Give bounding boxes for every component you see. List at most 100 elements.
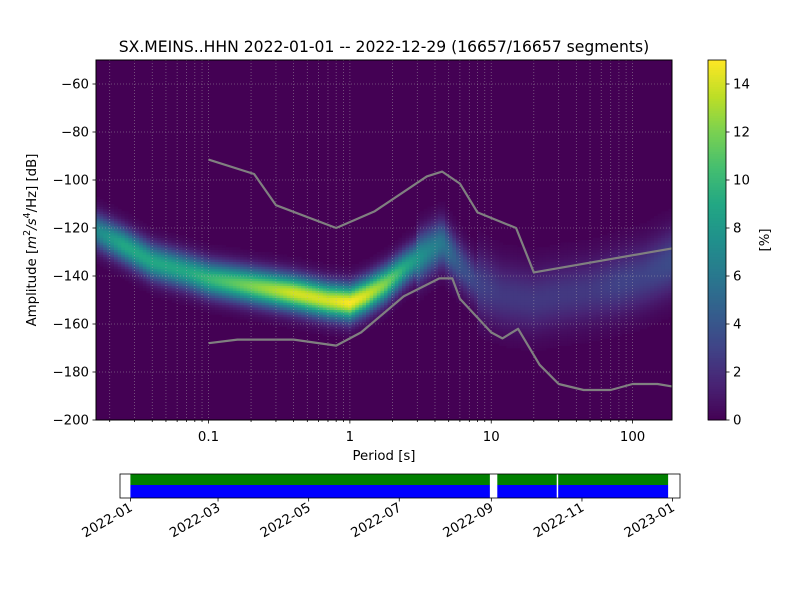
heatmap-cell xyxy=(171,249,176,253)
heatmap-cell xyxy=(488,273,493,277)
heatmap-cell xyxy=(261,285,266,289)
heatmap-cell xyxy=(596,278,601,282)
heatmap-cell xyxy=(250,283,255,286)
heatmap-cell xyxy=(340,333,345,337)
heatmap-cell xyxy=(546,278,550,282)
heatmap-cell xyxy=(510,319,514,322)
heatmap-cell xyxy=(448,218,453,222)
heatmap-cell xyxy=(142,235,147,238)
heatmap-cell xyxy=(358,273,363,277)
heatmap-cell xyxy=(582,244,586,248)
heatmap-cell xyxy=(330,304,334,308)
heatmap-cell xyxy=(358,304,363,308)
heatmap-cell xyxy=(510,333,514,337)
heatmap-cell xyxy=(524,283,529,286)
heatmap-cell xyxy=(200,249,205,253)
heatmap-cell xyxy=(574,244,579,248)
heatmap-cell xyxy=(625,297,630,301)
heatmap-cell xyxy=(117,259,122,262)
heatmap-cell xyxy=(549,266,554,270)
heatmap-cell xyxy=(373,288,378,291)
heatmap-cell xyxy=(240,252,244,255)
heatmap-cell xyxy=(218,261,223,265)
heatmap-cell xyxy=(344,321,349,325)
heatmap-cell xyxy=(466,247,471,250)
heatmap-cell xyxy=(283,271,288,274)
heatmap-cell xyxy=(625,285,630,289)
heatmap-cell xyxy=(196,271,201,274)
heatmap-cell xyxy=(416,228,421,231)
heatmap-cell xyxy=(326,288,331,291)
heatmap-cell xyxy=(103,220,108,224)
heatmap-cell xyxy=(344,273,349,277)
heatmap-cell xyxy=(312,268,316,272)
heatmap-cell xyxy=(326,321,331,325)
heatmap-cell xyxy=(391,244,396,248)
heatmap-cell xyxy=(243,278,248,282)
heatmap-cell xyxy=(128,244,133,248)
heatmap-cell xyxy=(506,345,511,349)
heatmap-cell xyxy=(358,319,363,322)
heatmap-cell xyxy=(261,312,266,315)
heatmap-cell xyxy=(103,249,108,253)
heatmap-cell xyxy=(211,259,216,262)
heatmap-cell xyxy=(564,333,568,337)
heatmap-cell xyxy=(517,340,522,344)
heatmap-cell xyxy=(513,261,518,265)
heatmap-cell xyxy=(510,268,514,272)
heatmap-cell xyxy=(564,254,568,258)
heatmap-cell xyxy=(420,266,424,270)
heatmap-cell xyxy=(423,223,428,226)
heatmap-cell xyxy=(488,276,493,279)
heatmap-cell xyxy=(272,292,277,296)
heatmap-cell xyxy=(466,304,471,308)
heatmap-cell xyxy=(286,288,291,291)
heatmap-cell xyxy=(283,264,288,267)
heatmap-cell xyxy=(308,312,313,315)
heatmap-cell xyxy=(402,283,406,286)
heatmap-cell xyxy=(272,261,277,265)
heatmap-cell xyxy=(589,290,594,294)
heatmap-cell xyxy=(387,276,392,279)
heatmap-cell xyxy=(589,273,594,277)
heatmap-cell xyxy=(474,280,478,284)
heatmap-cell xyxy=(603,283,608,286)
heatmap-cell xyxy=(117,264,122,267)
heatmap-cell xyxy=(488,244,493,248)
heatmap-cell xyxy=(376,283,381,286)
heatmap-cell xyxy=(477,324,482,327)
heatmap-cell xyxy=(459,290,464,294)
heatmap-cell xyxy=(607,295,612,298)
heatmap-cell xyxy=(470,292,475,296)
heatmap-cell xyxy=(265,312,270,315)
heatmap-cell xyxy=(146,228,151,231)
heatmap-cell xyxy=(247,259,252,262)
heatmap-cell xyxy=(420,264,424,267)
heatmap-cell xyxy=(402,237,406,241)
heatmap-cell xyxy=(322,273,327,277)
heatmap-cell xyxy=(513,276,518,279)
heatmap-cell xyxy=(621,288,626,291)
heatmap-cell xyxy=(315,266,320,270)
heatmap-cell xyxy=(297,278,302,282)
heatmap-cell xyxy=(362,264,367,267)
heatmap-cell xyxy=(517,283,522,286)
heatmap-cell xyxy=(596,295,601,298)
heatmap-cell xyxy=(96,199,100,202)
heatmap-cell xyxy=(128,252,133,255)
heatmap-cell xyxy=(142,280,147,284)
heatmap-cell xyxy=(330,309,334,313)
heatmap-cell xyxy=(553,244,558,248)
heatmap-cell xyxy=(589,312,594,315)
heatmap-cell xyxy=(571,309,576,313)
heatmap-cell xyxy=(600,280,604,284)
heatmap-cell xyxy=(574,249,579,253)
heatmap-cell xyxy=(546,328,550,332)
heatmap-cell xyxy=(132,264,136,267)
heatmap-cell xyxy=(452,295,457,298)
heatmap-cell xyxy=(330,326,334,330)
heatmap-cell xyxy=(470,276,475,279)
heatmap-cell xyxy=(117,249,122,253)
heatmap-cell xyxy=(456,259,460,262)
heatmap-cell xyxy=(506,273,511,277)
